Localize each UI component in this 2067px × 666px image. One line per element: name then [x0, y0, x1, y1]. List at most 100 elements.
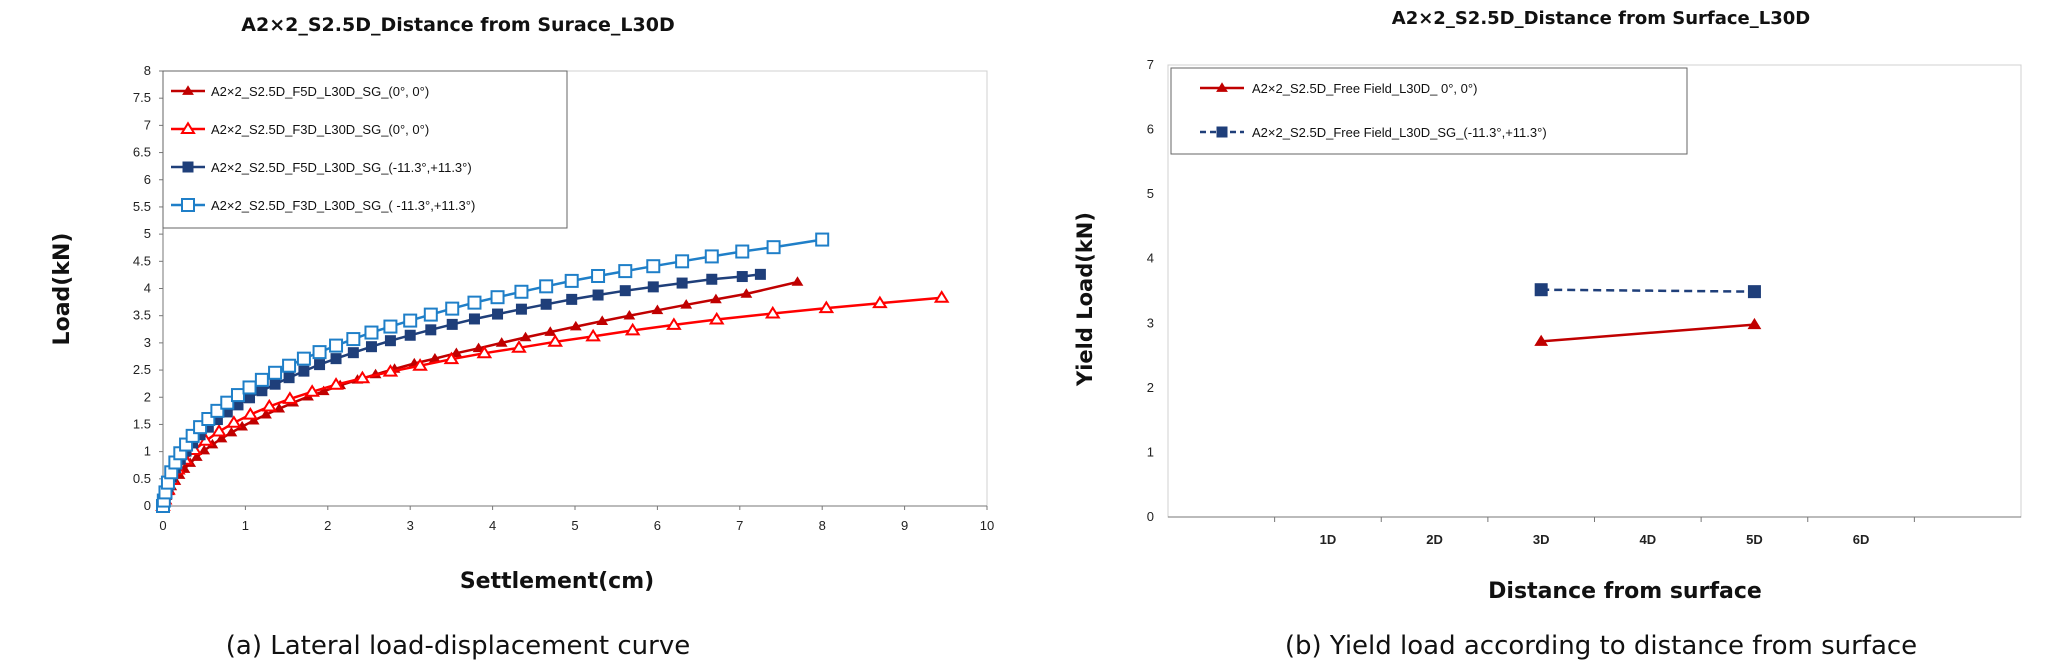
data-point	[282, 391, 298, 404]
legend-swatch-marker	[1216, 126, 1228, 138]
chart-b-legend-item: A2×2_S2.5D_Free Field_L30D_ 0°, 0°)	[1200, 81, 1477, 96]
data-point	[564, 273, 579, 288]
data-point	[364, 325, 379, 340]
chart-a-y-tick-label: 6	[144, 172, 151, 187]
data-point	[211, 423, 227, 437]
data-point	[1534, 283, 1548, 297]
data-point	[676, 277, 688, 289]
data-point	[547, 334, 564, 347]
chart-b: A2×2_S2.5D_Distance from Surface_L30D 0 1…	[1073, 8, 2022, 661]
data-point	[736, 271, 748, 283]
data-point	[226, 415, 242, 428]
data-point	[443, 351, 460, 365]
chart-a-y-tick-label: 0	[144, 498, 151, 513]
legend-swatch-marker	[182, 85, 194, 95]
data-point	[242, 380, 257, 395]
chart-a-y-tick-label: 3	[144, 335, 151, 350]
data-point	[764, 305, 781, 319]
data-point	[646, 259, 661, 274]
data-point	[476, 345, 493, 359]
chart-b-y-tick-label: 3	[1147, 315, 1154, 330]
chart-a-ylabel: Load(kN)	[50, 233, 75, 346]
data-point	[446, 318, 458, 330]
data-point	[312, 345, 327, 360]
data-point	[933, 290, 950, 303]
data-point	[585, 328, 601, 342]
data-point	[1747, 317, 1762, 330]
data-point	[666, 317, 682, 330]
data-point	[539, 279, 554, 294]
chart-a-y-tick-label: 3.5	[133, 308, 151, 323]
data-point	[651, 304, 664, 315]
data-point	[273, 402, 286, 413]
legend-swatch-marker	[182, 161, 194, 173]
chart-a-x-tick-label: 5	[571, 518, 578, 533]
data-point	[220, 395, 235, 410]
data-point	[569, 320, 582, 331]
data-point	[330, 353, 342, 365]
chart-a-y-tick-label: 7	[144, 117, 151, 132]
chart-a-y-tick-label: 2.5	[133, 362, 151, 377]
data-point	[592, 289, 604, 301]
data-point	[704, 249, 719, 264]
chart-a-x-tick-label: 1	[242, 518, 249, 533]
legend-label: A2×2_S2.5D_F5D_L30D_SG_(-11.3°,+11.3°)	[211, 160, 472, 175]
data-point	[269, 378, 281, 390]
data-point	[818, 300, 835, 314]
chart-a: A2×2_S2.5D_Distance from Surace_L30D 0 0.…	[50, 14, 994, 661]
chart-a-y-ticks: 0 0.5 1 1.5 2 2.5 3 3.5 4 4.5 5 5.5 6 6.5 7 7.5 8	[133, 63, 163, 513]
data-point	[268, 365, 283, 380]
data-point	[314, 359, 326, 371]
data-point	[467, 295, 482, 310]
data-point	[445, 301, 460, 316]
data-point	[815, 232, 830, 247]
data-point	[298, 365, 310, 377]
data-point	[766, 240, 781, 255]
legend-label: A2×2_S2.5D_Free Field_L30D_ 0°, 0°)	[1252, 81, 1477, 96]
chart-a-y-tick-label: 5.5	[133, 199, 151, 214]
data-point	[472, 342, 485, 353]
data-point	[403, 313, 418, 328]
data-point	[304, 384, 320, 397]
data-point	[515, 303, 527, 315]
chart-a-legend-item: A2×2_S2.5D_F5D_L30D_SG_(0°, 0°)	[171, 84, 429, 99]
chart-a-x-tick-label: 9	[901, 518, 908, 533]
chart-b-y-tick-label: 0	[1147, 509, 1154, 524]
data-point	[215, 432, 228, 443]
data-point	[647, 281, 659, 293]
data-point	[735, 244, 750, 259]
chart-b-x-tick-label: 6D	[1853, 532, 1870, 547]
chart-a-x-tick-label: 8	[819, 518, 826, 533]
chart-b-x-ticks: 1D 2D 3D 4D 5D 6D	[1274, 517, 1915, 547]
series-line	[1541, 288, 1755, 293]
data-point	[190, 451, 203, 461]
chart-b-legend-item: A2×2_S2.5D_Free Field_L30D_SG_(-11.3°,+1…	[1200, 125, 1547, 140]
data-point	[754, 268, 766, 280]
data-point	[450, 347, 463, 358]
data-point	[519, 331, 532, 342]
data-point	[511, 340, 527, 353]
chart-b-xlabel: Distance from surface	[1488, 579, 1762, 604]
chart-a-legend: A2×2_S2.5D_F5D_L30D_SG_(0°, 0°) A2×2_S2.5…	[162, 70, 568, 229]
chart-a-legend-entries: A2×2_S2.5D_F5D_L30D_SG_(0°, 0°) A2×2_S2.5…	[171, 84, 475, 213]
data-point	[492, 308, 504, 320]
chart-a-x-tick-label: 0	[159, 518, 166, 533]
data-point	[623, 309, 636, 320]
chart-a-series-4	[156, 232, 830, 513]
chart-b-x-tick-label: 5D	[1746, 532, 1763, 547]
data-point	[423, 307, 438, 322]
chart-a-title: A2×2_S2.5D_Distance from Surace_L30D	[241, 14, 674, 36]
chart-a-legend-item: A2×2_S2.5D_F3D_L30D_SG_(0°, 0°)	[171, 121, 429, 137]
chart-a-y-tick-label: 1.5	[133, 416, 151, 431]
data-point	[540, 298, 552, 310]
chart-b-y-tick-label: 2	[1147, 380, 1154, 395]
data-point	[680, 299, 693, 309]
data-point	[365, 341, 377, 353]
chart-a-xlabel: Settlement(cm)	[460, 569, 654, 594]
legend-label: A2×2_S2.5D_F5D_L30D_SG_(0°, 0°)	[211, 84, 429, 99]
chart-b-y-tick-label: 7	[1147, 57, 1154, 72]
chart-b-x-tick-label: 3D	[1533, 532, 1550, 547]
data-point	[404, 329, 416, 341]
data-point	[283, 372, 295, 384]
chart-b-y-tick-label: 5	[1147, 186, 1154, 201]
